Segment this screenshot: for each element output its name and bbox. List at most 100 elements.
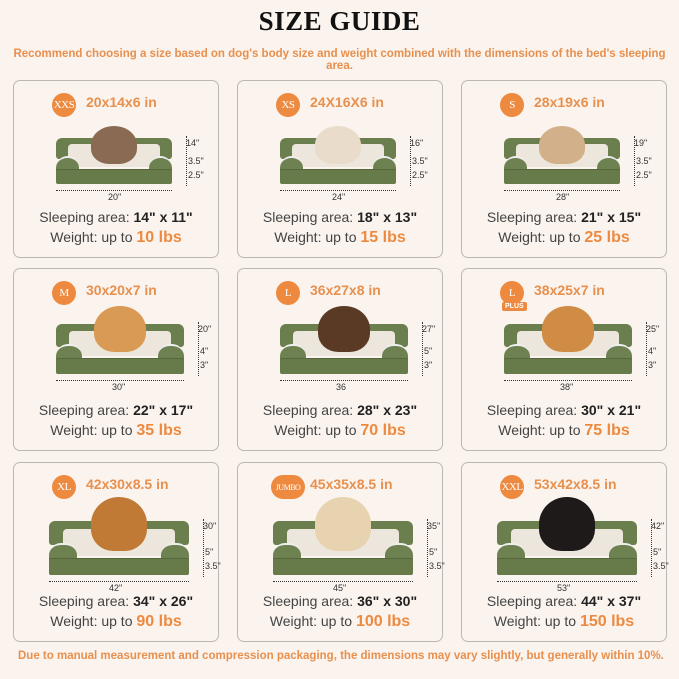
- dog-image: [314, 126, 362, 164]
- sleeping-area-value: 36" x 30": [357, 593, 418, 609]
- weight-limit: Weight: up to 35 lbs: [50, 422, 182, 439]
- weight-value: 90 lbs: [136, 613, 182, 630]
- height-label: 19": [634, 138, 648, 148]
- size-badge: XS: [276, 93, 300, 117]
- sleeping-area: Sleeping area: 18" x 13": [262, 209, 418, 225]
- weight-limit: Weight: up to 15 lbs: [274, 229, 406, 246]
- size-card-jumbo: JUMBO 45x35x8.5 in 35" 5" 3.5" 45" Sleeping ar…: [237, 462, 445, 642]
- base-label: 3": [200, 360, 209, 370]
- bed-dimensions: 42x30x8.5 in: [86, 476, 169, 492]
- footer-note: Due to manual measurement and compressio…: [18, 650, 664, 662]
- sleeping-area-value: 22" x 17": [133, 402, 194, 418]
- width-label: 53": [557, 583, 571, 593]
- size-badge: M: [52, 281, 76, 305]
- dog-image: [542, 306, 594, 352]
- weight-limit: Weight: up to 90 lbs: [50, 613, 182, 630]
- weight-value: 35 lbs: [136, 422, 182, 439]
- sleeping-area-value: 30" x 21": [581, 402, 642, 418]
- weight-value: 100 lbs: [355, 613, 411, 630]
- height-label: 20": [198, 324, 212, 334]
- size-card-s: S 28x19x6 in 19" 3.5" 2.5" 28" Sleeping area: …: [461, 80, 667, 258]
- height-label: 27": [422, 324, 436, 334]
- dog-image: [538, 126, 586, 164]
- dog-image: [318, 306, 370, 352]
- bed-dimensions: 28x19x6 in: [534, 94, 605, 110]
- base-label: 3": [424, 360, 433, 370]
- width-label: 24": [332, 192, 346, 202]
- bed-dimensions: 20x14x6 in: [86, 94, 157, 110]
- weight-value: 75 lbs: [584, 422, 630, 439]
- width-label: 20": [108, 192, 122, 202]
- height-label: 42": [651, 521, 665, 531]
- top-cushion-label: 3.5": [412, 156, 428, 166]
- size-badge: S: [500, 93, 524, 117]
- top-cushion-label: 5": [205, 547, 214, 557]
- size-card-xxs: XXS 20x14x6 in 14" 3.5" 2.5" 20" Sleeping area…: [13, 80, 219, 258]
- size-card-xl: XL 42x30x8.5 in 30" 5" 3.5" 42" Sleeping area:…: [13, 462, 221, 642]
- size-card-m: M 30x20x7 in 20" 4" 3" 30" Sleeping area: 22" …: [13, 268, 219, 451]
- base-label: 2.5": [412, 170, 428, 180]
- cat-image: [90, 126, 138, 164]
- sleeping-area: Sleeping area: 21" x 15": [486, 209, 642, 225]
- size-card-l: L 36x27x8 in 27" 5" 3" 36 Sleeping area: 28" x…: [237, 268, 443, 451]
- plus-badge: PLUS: [502, 302, 527, 311]
- weight-value: 25 lbs: [584, 229, 630, 246]
- bed-image: [504, 306, 632, 374]
- weight-limit: Weight: up to 100 lbs: [269, 613, 411, 630]
- sleeping-area-value: 34" x 26": [133, 593, 194, 609]
- sleeping-area-value: 28" x 23": [357, 402, 418, 418]
- weight-value: 10 lbs: [136, 229, 182, 246]
- size-badge: JUMBO: [271, 475, 305, 499]
- dog-image: [539, 497, 595, 551]
- sleeping-area-value: 18" x 13": [357, 209, 418, 225]
- base-label: 3.5": [429, 561, 445, 571]
- bed-image: [49, 497, 189, 575]
- width-label: 42": [109, 583, 123, 593]
- bed-image: [504, 126, 620, 184]
- dog-image: [91, 497, 147, 551]
- top-cushion-label: 4": [648, 346, 657, 356]
- height-label: 14": [186, 138, 200, 148]
- page-title: SIZE GUIDE: [258, 6, 421, 36]
- bed-image: [56, 306, 184, 374]
- size-card-l-plus: L PLUS 38x25x7 in 25" 4" 3" 38" Sleeping area: …: [461, 268, 667, 451]
- top-cushion-label: 5": [424, 346, 433, 356]
- size-badge: L: [500, 281, 524, 305]
- bed-dimensions: 24X16X6 in: [310, 94, 384, 110]
- bed-image: [497, 497, 637, 575]
- base-label: 3.5": [653, 561, 669, 571]
- base-label: 2.5": [636, 170, 652, 180]
- height-label: 16": [410, 138, 424, 148]
- weight-value: 150 lbs: [579, 613, 635, 630]
- sleeping-area: Sleeping area: 44" x 37": [486, 593, 642, 609]
- width-label: 28": [556, 192, 570, 202]
- top-cushion-label: 5": [653, 547, 662, 557]
- sleeping-area: Sleeping area: 30" x 21": [486, 402, 642, 418]
- top-cushion-label: 5": [429, 547, 438, 557]
- sleeping-area: Sleeping area: 36" x 30": [262, 593, 418, 609]
- size-card-xs: XS 24X16X6 in 16" 3.5" 2.5" 24" Sleeping area:…: [237, 80, 443, 258]
- size-badge: XXS: [52, 93, 76, 117]
- base-label: 2.5": [188, 170, 204, 180]
- weight-limit: Weight: up to 150 lbs: [493, 613, 635, 630]
- subtitle: Recommend choosing a size based on dog's…: [13, 48, 666, 72]
- base-label: 3.5": [205, 561, 221, 571]
- width-label: 45": [333, 583, 347, 593]
- sleeping-area: Sleeping area: 34" x 26": [38, 593, 194, 609]
- width-label: 36: [336, 382, 347, 392]
- dog-image: [315, 497, 371, 551]
- bed-dimensions: 53x42x8.5 in: [534, 476, 617, 492]
- weight-limit: Weight: up to 25 lbs: [498, 229, 630, 246]
- size-badge: L: [276, 281, 300, 305]
- sleeping-area-value: 44" x 37": [581, 593, 642, 609]
- weight-value: 15 lbs: [360, 229, 406, 246]
- base-label: 3": [648, 360, 657, 370]
- sleeping-area: Sleeping area: 22" x 17": [38, 402, 194, 418]
- top-cushion-label: 3.5": [188, 156, 204, 166]
- size-badge: XXL: [500, 475, 524, 499]
- bed-dimensions: 38x25x7 in: [534, 282, 605, 298]
- bed-dimensions: 30x20x7 in: [86, 282, 157, 298]
- sleeping-area: Sleeping area: 28" x 23": [262, 402, 418, 418]
- weight-limit: Weight: up to 75 lbs: [498, 422, 630, 439]
- bed-dimensions: 36x27x8 in: [310, 282, 381, 298]
